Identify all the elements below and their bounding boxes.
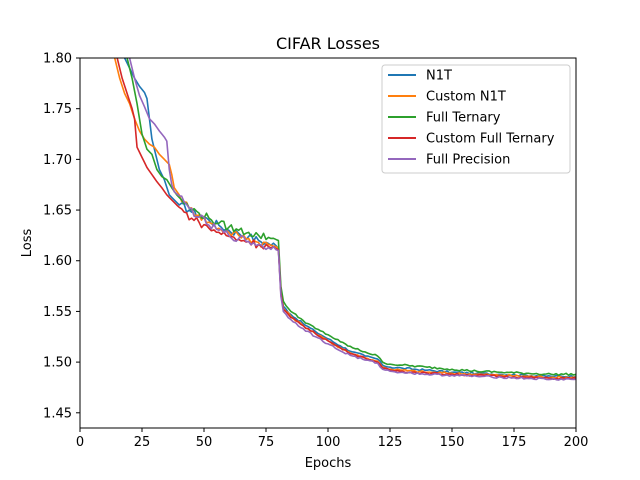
y-tick-label: 1.55 — [43, 305, 72, 320]
legend-label: Full Precision — [426, 153, 510, 168]
x-tick-label: 175 — [502, 435, 527, 450]
y-tick-label: 1.60 — [43, 254, 72, 269]
x-axis-label: Epochs — [305, 456, 352, 471]
legend: N1T Custom N1T Full Ternary Custom Full Ter… — [381, 64, 571, 174]
y-tick-label: 1.50 — [43, 356, 72, 371]
x-tick-label: 150 — [440, 435, 465, 450]
y-axis-label: Loss — [20, 229, 35, 258]
y-tick-label: 1.75 — [43, 102, 72, 117]
series-layer — [113, 58, 576, 381]
x-tick-label: 200 — [564, 435, 589, 450]
x-tick-label: 75 — [258, 435, 275, 450]
legend-label: Full Ternary — [426, 111, 501, 126]
x-axis: 0 25 50 75 100 125 150 175 200 — [76, 428, 589, 450]
series-line-full-ternary — [126, 58, 576, 377]
series-line-full-precision — [128, 58, 576, 381]
legend-label: N1T — [426, 69, 452, 84]
legend-box — [381, 64, 571, 174]
y-tick-label: 1.45 — [43, 406, 72, 421]
chart-title: CIFAR Losses — [276, 34, 380, 53]
x-tick-label: 25 — [134, 435, 151, 450]
x-tick-label: 0 — [76, 435, 84, 450]
legend-label: Custom Full Ternary — [426, 132, 555, 147]
x-tick-label: 125 — [378, 435, 403, 450]
legend-label: Custom N1T — [426, 90, 506, 105]
x-tick-label: 100 — [316, 435, 341, 450]
y-tick-label: 1.80 — [43, 52, 72, 67]
y-tick-label: 1.70 — [43, 153, 72, 168]
y-tick-label: 1.65 — [43, 204, 72, 219]
y-axis: 1.45 1.50 1.55 1.60 1.65 1.70 1.75 1.80 — [43, 52, 80, 421]
x-tick-label: 50 — [196, 435, 213, 450]
